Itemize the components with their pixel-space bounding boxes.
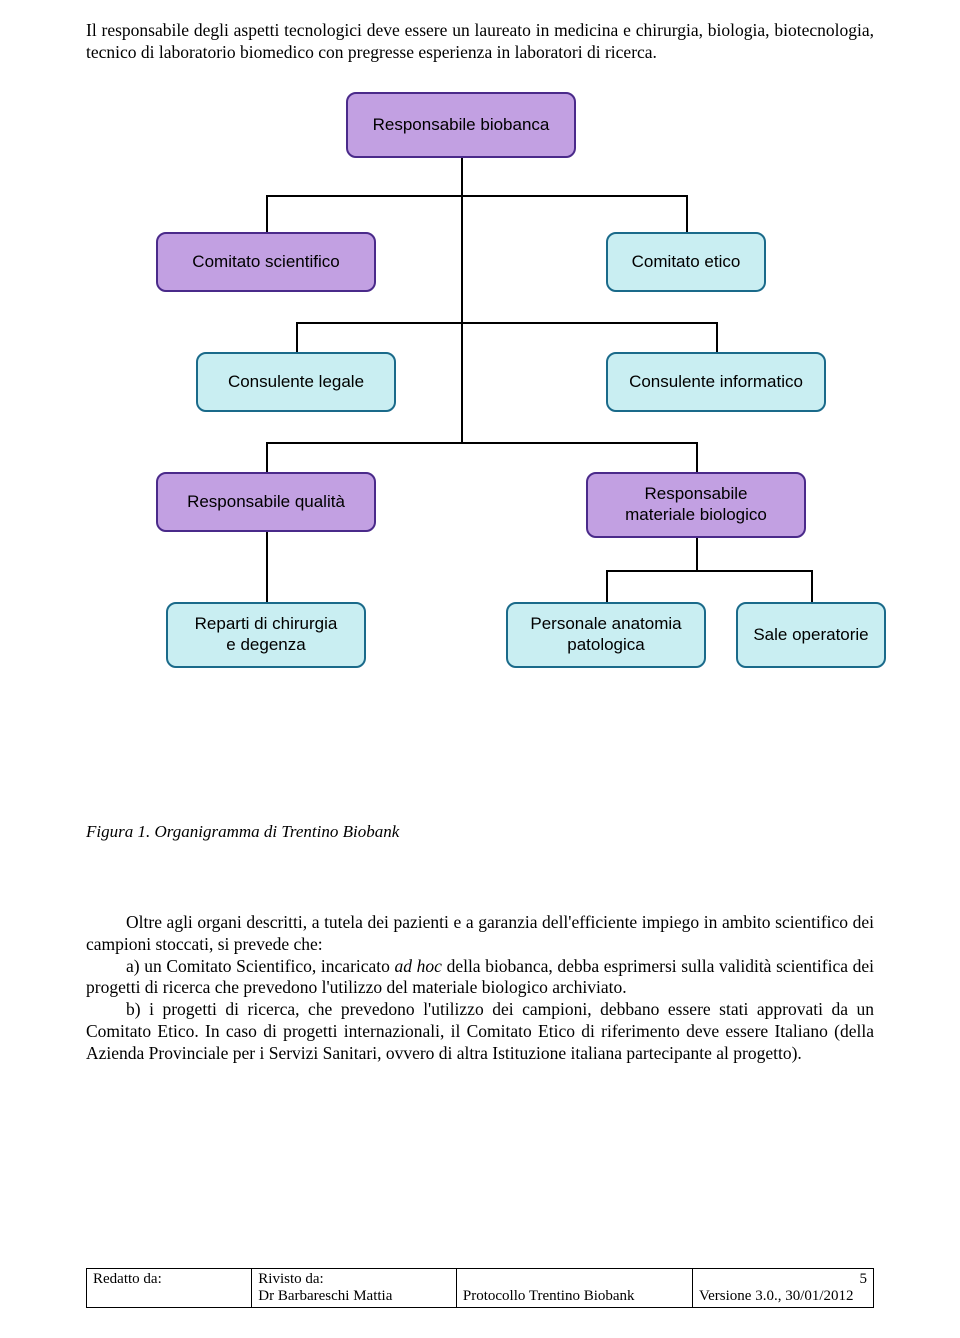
org-node-l3a: Responsabile qualità — [156, 472, 376, 532]
body-p1: Oltre agli organi descritti, a tutela de… — [86, 912, 874, 956]
org-node-l2b: Consulente informatico — [606, 352, 826, 412]
org-node-l1b: Comitato etico — [606, 232, 766, 292]
footer: Redatto da: Rivisto da: Dr Barbareschi M… — [86, 1268, 874, 1308]
body-p3: b) i progetti di ricerca, che prevedono … — [86, 999, 874, 1065]
org-node-root: Responsabile biobanca — [346, 92, 576, 158]
body-text: Oltre agli organi descritti, a tutela de… — [86, 912, 874, 1065]
org-chart: Responsabile biobanca Comitato scientific… — [86, 92, 876, 812]
org-node-l4a: Reparti di chirurgia e degenza — [166, 602, 366, 668]
org-node-l4c: Sale operatorie — [736, 602, 886, 668]
footer-cell-protocollo: Protocollo Trentino Biobank — [456, 1269, 692, 1308]
footer-cell-redatto: Redatto da: — [87, 1269, 252, 1308]
footer-cell-rivisto: Rivisto da: Dr Barbareschi Mattia — [252, 1269, 457, 1308]
org-node-l3b: Responsabile materiale biologico — [586, 472, 806, 538]
figure-caption: Figura 1. Organigramma di Trentino Bioba… — [86, 822, 874, 842]
footer-table: Redatto da: Rivisto da: Dr Barbareschi M… — [86, 1268, 874, 1308]
org-node-l4b: Personale anatomia patologica — [506, 602, 706, 668]
intro-paragraph: Il responsabile degli aspetti tecnologic… — [86, 20, 874, 64]
footer-cell-versione: 5 Versione 3.0., 30/01/2012 — [692, 1269, 873, 1308]
org-node-l2a: Consulente legale — [196, 352, 396, 412]
org-node-l1a: Comitato scientifico — [156, 232, 376, 292]
body-p2: a) un Comitato Scientifico, incaricato a… — [86, 956, 874, 1000]
